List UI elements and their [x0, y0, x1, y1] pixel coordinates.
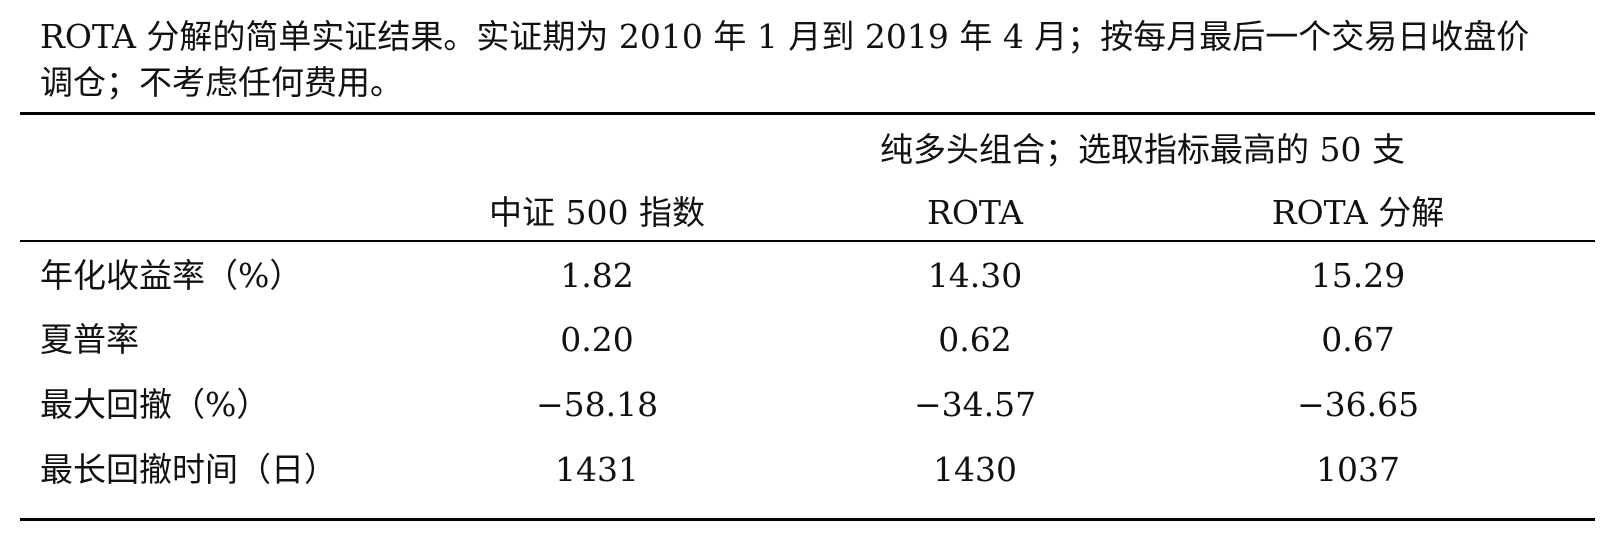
header-rule — [20, 240, 1595, 242]
column-header-csi500: 中证 500 指数 — [489, 193, 705, 232]
table-cell: 1431 — [555, 450, 639, 489]
row-label-longest-drawdown-duration: 最长回撤时间（日） — [40, 450, 337, 489]
column-header-rota: ROTA — [927, 193, 1023, 232]
column-header-rota-decomposition: ROTA 分解 — [1271, 193, 1445, 232]
table-cell: 0.20 — [560, 320, 634, 359]
table-cell: 1037 — [1316, 450, 1400, 489]
table-cell: 14.30 — [927, 256, 1023, 295]
table-cell: 0.62 — [938, 320, 1012, 359]
table-cell: 0.67 — [1321, 320, 1395, 359]
table-cell: 1430 — [933, 450, 1017, 489]
table-caption: ROTA 分解的简单实证结果。实证期为 2010 年 1 月到 2019 年 4… — [40, 17, 1530, 102]
table-cell: −58.18 — [535, 385, 659, 424]
row-label-annual-return: 年化收益率（%） — [40, 256, 303, 295]
group-header: 纯多头组合；选取指标最高的 50 支 — [880, 130, 1405, 169]
top-rule — [20, 112, 1595, 115]
table-cell: −34.57 — [913, 385, 1037, 424]
table-cell: 15.29 — [1310, 256, 1406, 295]
bottom-rule — [20, 518, 1595, 521]
table-cell: 1.82 — [560, 256, 634, 295]
row-label-max-drawdown: 最大回撤（%） — [40, 385, 270, 424]
table-cell: −36.65 — [1296, 385, 1420, 424]
row-label-sharpe-ratio: 夏普率 — [40, 320, 139, 359]
